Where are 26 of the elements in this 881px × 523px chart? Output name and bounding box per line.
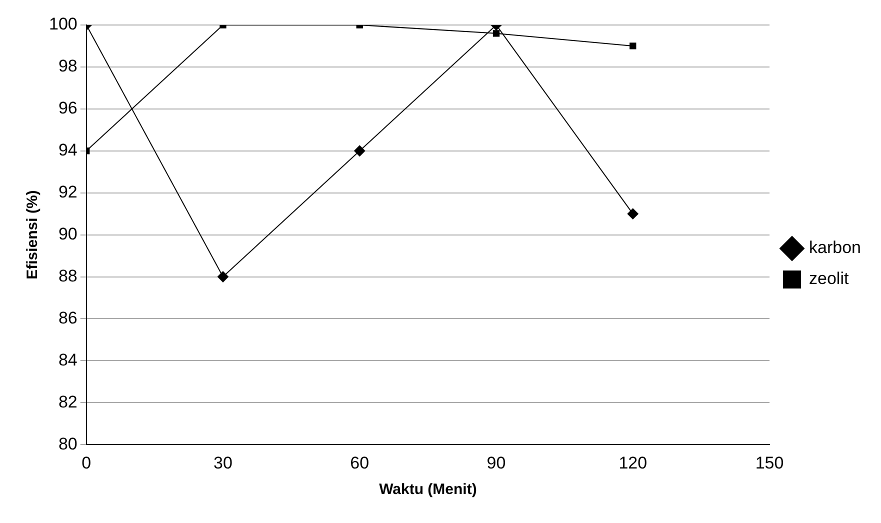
y-tick-label: 90 (58, 224, 78, 244)
y-axis-title: Efisiensi (%) (24, 190, 42, 280)
y-tick-label: 98 (58, 56, 78, 76)
legend-label: karbon (809, 238, 862, 258)
y-tick-label: 86 (58, 308, 78, 328)
x-tick-label: 150 (755, 453, 784, 472)
x-tick-label: 60 (350, 453, 370, 472)
y-tick-label: 88 (58, 266, 78, 286)
point (630, 42, 636, 50)
point (354, 145, 366, 156)
legend-label: zeolit (809, 269, 849, 288)
point (492, 30, 500, 37)
y-tick-label: 82 (58, 392, 78, 412)
x-tick-label: 30 (214, 453, 232, 472)
x-tick-label: 120 (618, 453, 648, 472)
x-tick-label: 90 (486, 453, 506, 472)
y-tick-label: 80 (58, 434, 78, 454)
y-tick-label: 92 (58, 182, 78, 202)
x-tick-label: 0 (82, 453, 92, 472)
point (627, 208, 638, 220)
y-tick-label: 96 (58, 98, 78, 118)
x-axis-title: Waktu (Menit) (379, 481, 477, 498)
y-tick-label: 84 (58, 350, 78, 370)
point (217, 271, 228, 282)
y-tick-label: 94 (58, 140, 78, 160)
y-tick-label: 100 (48, 14, 78, 34)
